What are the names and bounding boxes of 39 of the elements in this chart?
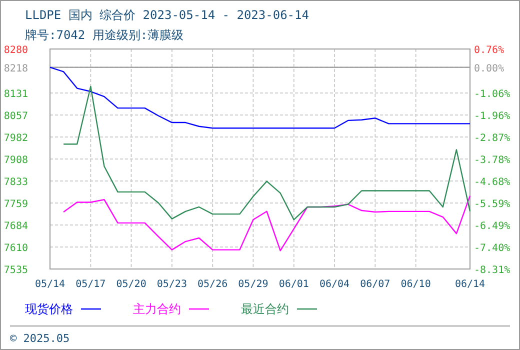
- x-tick-label: 06/04: [319, 279, 350, 290]
- y-tick-label: 7833: [4, 177, 28, 188]
- x-tick-label: 05/29: [238, 279, 268, 290]
- y2-tick-label: -1.06%: [474, 89, 510, 100]
- x-tick-label: 05/23: [156, 279, 187, 290]
- x-tick-label: 05/20: [116, 279, 146, 290]
- y2-tick-label: -8.31%: [474, 265, 510, 276]
- x-tick-label: 05/17: [76, 279, 106, 290]
- y-tick-label: 8131: [4, 89, 28, 100]
- legend-label: 主力合约: [133, 302, 181, 316]
- x-tick-label: 06/14: [454, 279, 486, 290]
- chart-title: LLDPE 国内 综合价 2023-05-14 - 2023-06-14: [25, 8, 309, 22]
- y2-tick-label: -2.87%: [474, 133, 510, 144]
- y2-tick-label: -5.59%: [474, 199, 510, 210]
- y2-tick-label: -3.78%: [474, 155, 510, 166]
- legend-label: 最近合约: [241, 302, 289, 316]
- y2-tick-label: 0.00%: [474, 63, 504, 74]
- y2-tick-label: 0.76%: [474, 45, 504, 56]
- y2-tick-label: -4.68%: [474, 176, 510, 188]
- y-tick-label: 7535: [4, 265, 28, 276]
- x-tick-label: 06/01: [278, 279, 309, 290]
- y-tick-label: 7610: [4, 243, 28, 254]
- y-tick-label: 7684: [4, 221, 28, 232]
- x-tick-label: 06/07: [360, 279, 390, 290]
- y2-tick-label: -7.40%: [474, 242, 510, 254]
- y-tick-label: 8280: [4, 45, 28, 56]
- chart-subtitle: 牌号:7042 用途级别:薄膜级: [25, 28, 184, 42]
- y-tick-label: 7908: [4, 155, 28, 166]
- text: © 2025.05: [10, 332, 70, 345]
- y-tick-label: 8218: [4, 63, 28, 74]
- y-tick-label: 7759: [4, 199, 28, 210]
- x-tick-label: 06/10: [400, 279, 431, 290]
- y-tick-label: 8057: [4, 111, 28, 122]
- y-tick-label: 7982: [4, 133, 28, 144]
- x-tick-label: 05/26: [198, 279, 228, 290]
- y2-tick-label: -6.49%: [474, 220, 510, 232]
- x-tick-label: 05/14: [34, 279, 66, 290]
- y2-tick-label: -1.96%: [474, 110, 510, 122]
- legend-label: 现货价格: [25, 302, 73, 316]
